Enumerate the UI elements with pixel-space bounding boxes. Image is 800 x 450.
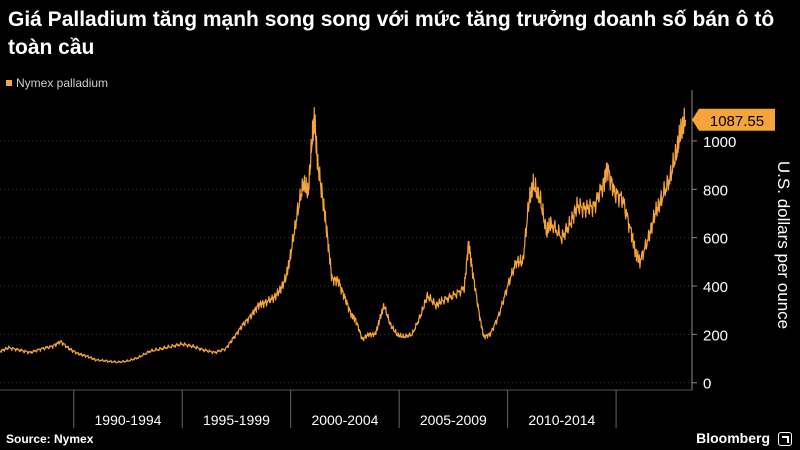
legend-label: Nymex palladium — [16, 76, 109, 90]
source-note: Source: Nymex — [6, 432, 94, 446]
last-value-callout: 1087.55 — [692, 108, 775, 131]
x-period-label: 2005-2009 — [420, 412, 487, 428]
series-lines — [0, 107, 687, 364]
x-axis-labels: 1990-1994 1995-1999 2000-2004 2005-2009 2010… — [95, 412, 596, 428]
y-tick-label: 400 — [703, 279, 728, 296]
grid-lines — [0, 140, 692, 384]
y-tick-label: 1000 — [703, 134, 736, 151]
legend-swatch — [6, 80, 12, 86]
x-period-label: 2010-2014 — [528, 412, 595, 428]
y-axis-ticks: 0 200 400 600 800 1000 — [691, 90, 736, 393]
y-tick-label: 600 — [703, 231, 728, 248]
x-period-label: 1995-1999 — [203, 412, 270, 428]
last-value-badge — [692, 108, 775, 131]
y-tick-label: 200 — [703, 327, 728, 344]
x-period-dividers — [0, 389, 692, 428]
brand-label: Bloomberg — [696, 430, 770, 446]
y-tick-label: 0 — [703, 376, 711, 393]
legend: Nymex palladium — [6, 76, 108, 90]
last-value-label: 1087.55 — [710, 113, 764, 130]
x-period-label: 2000-2004 — [311, 412, 378, 428]
bloomberg-logo-icon — [778, 432, 792, 446]
series-line-palladium — [0, 107, 687, 364]
y-tick-label: 800 — [703, 182, 728, 199]
y-axis-title: U.S. dollars per ounce — [774, 161, 793, 329]
x-period-label: 1990-1994 — [95, 412, 162, 428]
chart-title: Giá Palladium tăng mạnh song song với mứ… — [8, 8, 775, 59]
